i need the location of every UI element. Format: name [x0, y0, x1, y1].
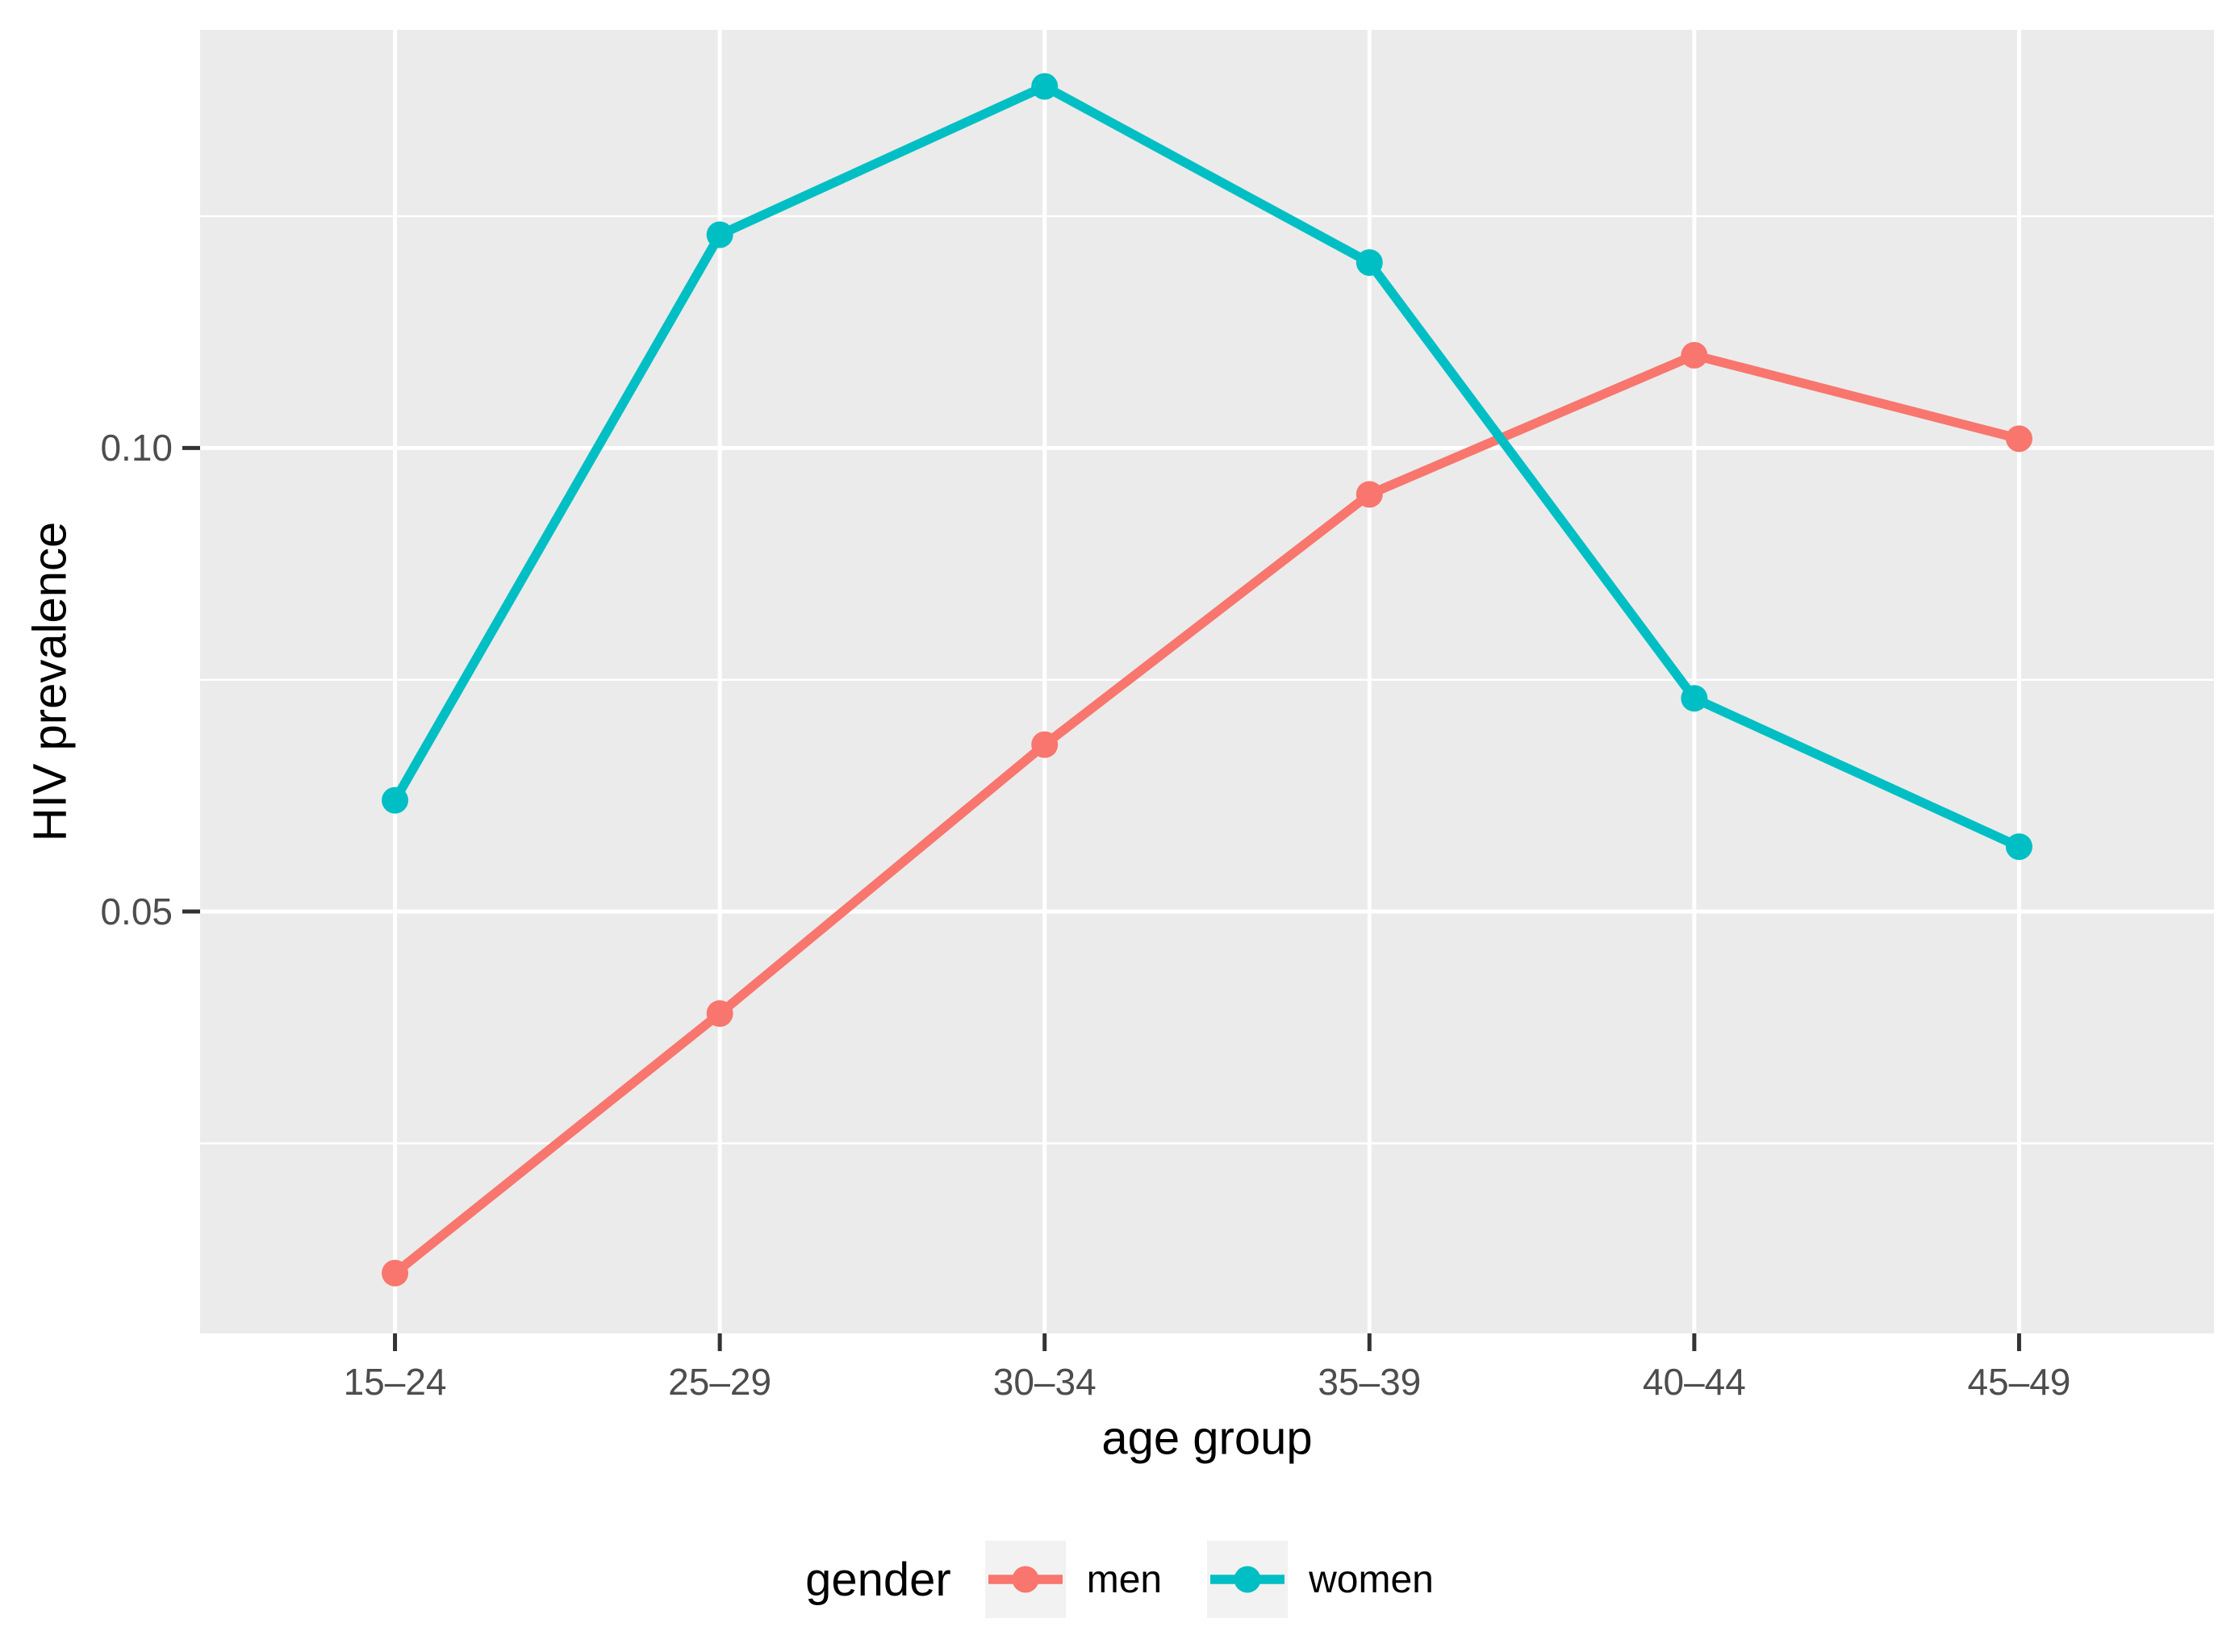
- y-axis-title: HIV prevalence: [23, 521, 77, 842]
- x-tick-label-45-49: 45–49: [1967, 1361, 2071, 1403]
- x-tick-label-15-24: 15–24: [343, 1361, 447, 1403]
- x-tick-label-25-29: 25–29: [668, 1361, 772, 1403]
- y-tick-label-0.05: 0.05: [100, 891, 173, 933]
- legend-item-women: women: [1207, 1541, 1434, 1618]
- x-axis-title: age group: [1101, 1412, 1313, 1465]
- legend-title: gender: [805, 1553, 951, 1606]
- x-tick-label-40-44: 40–44: [1642, 1361, 1746, 1403]
- legend: gender men women: [0, 1531, 2239, 1628]
- legend-label-women: women: [1309, 1558, 1434, 1601]
- x-tick-label-30-34: 30–34: [992, 1361, 1097, 1403]
- y-tick-label-0.10: 0.10: [100, 427, 173, 469]
- legend-key-men-icon: [984, 1541, 1066, 1618]
- legend-label-men: men: [1086, 1558, 1163, 1601]
- x-tick-label-35-39: 35–39: [1318, 1361, 1422, 1403]
- legend-item-men: men: [984, 1541, 1163, 1618]
- legend-key-women-icon: [1207, 1541, 1289, 1618]
